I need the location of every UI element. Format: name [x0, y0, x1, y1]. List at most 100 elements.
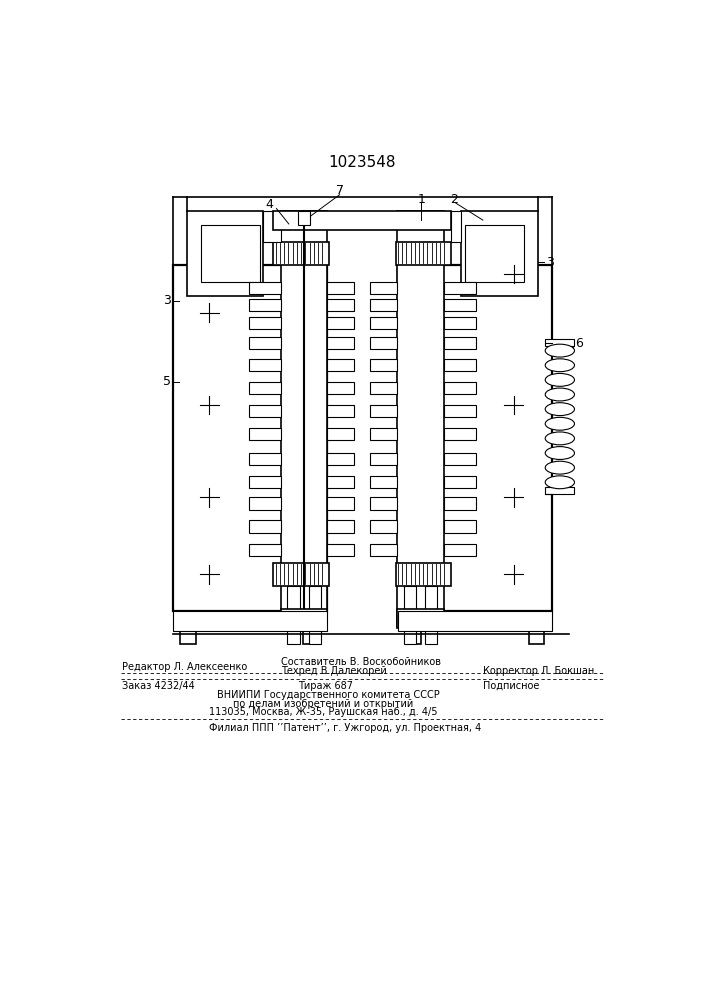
Bar	[443, 337, 476, 349]
Bar	[249, 497, 281, 510]
Bar	[370, 476, 397, 488]
Bar	[249, 428, 281, 440]
Bar	[465, 225, 524, 282]
Bar	[529, 611, 544, 644]
Bar	[327, 405, 354, 417]
Bar	[443, 520, 476, 533]
Text: 3: 3	[163, 294, 171, 307]
Ellipse shape	[545, 447, 575, 459]
Bar	[281, 609, 327, 628]
Bar	[298, 613, 310, 627]
Bar	[327, 544, 354, 556]
Bar	[187, 211, 264, 296]
Bar	[443, 382, 476, 394]
Bar	[287, 586, 300, 644]
Bar	[173, 265, 327, 611]
Bar	[327, 359, 354, 371]
Bar	[370, 382, 397, 394]
Text: 3: 3	[546, 256, 554, 269]
Bar	[281, 211, 327, 627]
Bar	[370, 497, 397, 510]
Bar	[443, 428, 476, 440]
Bar	[327, 497, 354, 510]
Text: Филиал ППП ’’Патент’’, г. Ужгород, ул. Проектная, 4: Филиал ППП ’’Патент’’, г. Ужгород, ул. П…	[209, 723, 481, 733]
Bar	[327, 382, 354, 394]
Bar	[443, 497, 476, 510]
Bar	[327, 282, 354, 294]
Bar	[249, 299, 281, 311]
Text: 1: 1	[417, 193, 425, 206]
Bar	[180, 611, 196, 644]
Bar	[303, 611, 319, 644]
Bar	[249, 544, 281, 556]
Bar	[397, 609, 443, 628]
Ellipse shape	[545, 344, 575, 357]
Bar	[370, 359, 397, 371]
Bar	[370, 544, 397, 556]
Ellipse shape	[545, 461, 575, 474]
Bar	[327, 299, 354, 311]
Bar	[327, 476, 354, 488]
Ellipse shape	[545, 373, 575, 386]
Bar	[443, 405, 476, 417]
Ellipse shape	[545, 476, 575, 489]
Bar	[327, 337, 354, 349]
Text: 2: 2	[450, 193, 458, 206]
Ellipse shape	[545, 359, 575, 372]
Text: 1023548: 1023548	[328, 155, 396, 170]
Bar	[370, 405, 397, 417]
Bar	[249, 453, 281, 465]
Ellipse shape	[545, 417, 575, 430]
Bar	[545, 339, 575, 346]
Text: Корректор Л. Бокшан: Корректор Л. Бокшан	[483, 666, 594, 676]
Bar	[274, 563, 329, 586]
Bar	[249, 282, 281, 294]
Bar	[327, 317, 354, 329]
Bar	[425, 586, 438, 644]
Ellipse shape	[545, 403, 575, 416]
Bar	[396, 563, 450, 586]
Bar	[545, 487, 575, 494]
Bar	[249, 317, 281, 329]
Ellipse shape	[545, 388, 575, 401]
Bar	[249, 476, 281, 488]
Bar	[397, 211, 443, 627]
Bar	[309, 586, 321, 644]
Bar	[264, 211, 281, 242]
Bar	[201, 225, 259, 282]
Bar	[443, 359, 476, 371]
Text: по делам изобретений и открытий: по делам изобретений и открытий	[233, 699, 413, 709]
Text: 113035, Москва, Ж-35, Раушская наб., д. 4/5: 113035, Москва, Ж-35, Раушская наб., д. …	[209, 707, 438, 717]
Bar	[443, 544, 476, 556]
Text: ВНИИПИ Государственного комитета СССР: ВНИИПИ Государственного комитета СССР	[217, 690, 440, 700]
Bar	[327, 520, 354, 533]
Bar	[398, 265, 552, 611]
Bar	[249, 405, 281, 417]
Text: Подписное: Подписное	[483, 681, 539, 691]
Bar	[443, 282, 476, 294]
Bar	[461, 211, 537, 296]
Bar	[370, 299, 397, 311]
Bar	[298, 211, 310, 225]
Bar	[249, 359, 281, 371]
Bar	[370, 337, 397, 349]
Text: 6: 6	[575, 337, 583, 350]
Bar	[370, 520, 397, 533]
Bar	[173, 611, 327, 631]
Bar	[443, 299, 476, 311]
Bar	[443, 453, 476, 465]
Bar	[370, 317, 397, 329]
Ellipse shape	[545, 432, 575, 445]
Bar	[274, 242, 329, 265]
Bar	[398, 611, 552, 631]
Text: Техред В.Далекорей: Техред В.Далекорей	[281, 666, 387, 676]
Bar	[396, 242, 450, 265]
Text: Составитель В. Воскобойников: Составитель В. Воскобойников	[281, 657, 441, 667]
Text: 7: 7	[336, 184, 344, 197]
Bar	[370, 453, 397, 465]
Bar	[327, 428, 354, 440]
Bar	[450, 211, 461, 242]
Bar	[370, 282, 397, 294]
Text: 4: 4	[266, 198, 274, 211]
Text: Заказ 4232/44: Заказ 4232/44	[122, 681, 195, 691]
